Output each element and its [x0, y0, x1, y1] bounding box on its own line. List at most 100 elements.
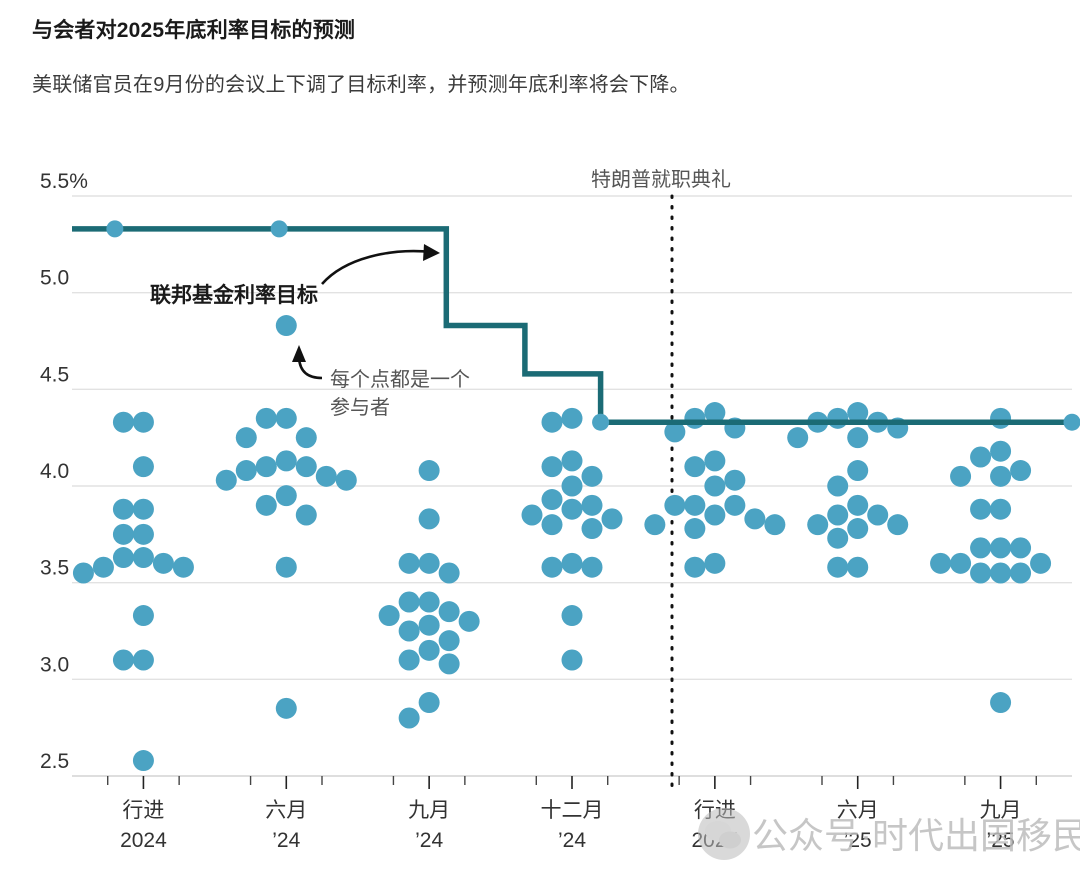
step-annotation-arrowhead — [423, 244, 440, 261]
y-axis-tick-label: 5.0 — [40, 267, 69, 290]
y-axis-tick-label: 3.0 — [40, 653, 69, 676]
participant-dot — [1030, 552, 1052, 574]
participant-dot — [561, 498, 583, 520]
participant-dot — [1010, 562, 1032, 584]
participant-dot — [684, 518, 706, 540]
wechat-icon-bubble-front — [719, 831, 741, 849]
participant-dot — [950, 465, 972, 487]
participant-dot — [255, 494, 277, 516]
participant-dot — [787, 427, 809, 449]
participant-dot — [847, 460, 869, 482]
participant-dot — [990, 407, 1012, 429]
participant-dot — [418, 639, 440, 661]
participant-dot — [398, 649, 420, 671]
x-axis-tick-label: 九月 — [980, 799, 1022, 822]
participant-dot — [112, 411, 134, 433]
target-rate-marker — [1063, 413, 1080, 431]
participant-dot — [275, 450, 297, 472]
participant-dot — [378, 605, 400, 627]
dot-annotation-label-line1: 每个点都是一个 — [330, 368, 470, 391]
participant-dot — [172, 556, 194, 578]
participant-dot — [561, 649, 583, 671]
y-axis-tick-label: 2.5 — [40, 750, 69, 773]
participant-dot — [807, 514, 829, 536]
participant-dot — [704, 475, 726, 497]
dots-group — [72, 315, 1052, 772]
participant-dot — [704, 552, 726, 574]
participant-dot — [418, 614, 440, 636]
participant-dot — [438, 601, 460, 623]
participant-dot — [132, 750, 154, 772]
participant-dot — [827, 475, 849, 497]
participant-dot — [541, 489, 563, 511]
y-axis-tick-label: 4.5 — [40, 363, 69, 386]
y-axis-tick-label: 3.5 — [40, 557, 69, 580]
target-rate-marker — [270, 220, 288, 238]
participant-dot — [132, 411, 154, 433]
participant-dot — [764, 514, 786, 536]
participant-dot — [561, 552, 583, 574]
participant-dot — [418, 552, 440, 574]
participant-dot — [847, 494, 869, 516]
participant-dot — [827, 556, 849, 578]
watermark-label: 公众号·时代出国移民 — [752, 815, 1080, 856]
participant-dot — [275, 697, 297, 719]
x-axis-tick-label-year: 2024 — [120, 829, 167, 852]
participant-dot — [990, 562, 1012, 584]
participant-dot — [970, 498, 992, 520]
participant-dot — [335, 469, 357, 491]
x-axis-tick-label-year: ’24 — [415, 829, 443, 852]
participant-dot — [970, 446, 992, 468]
participant-dot — [1010, 460, 1032, 482]
x-axis-tick-label-year: ’24 — [272, 829, 300, 852]
chart-subtitle: 美联储官员在9月份的会议上下调了目标利率，并预测年底利率将会下降。 — [32, 74, 690, 96]
dot-annotation-arrowhead — [292, 345, 306, 362]
participant-dot — [684, 494, 706, 516]
participant-dot — [275, 485, 297, 507]
participant-dot — [235, 460, 257, 482]
participant-dot — [112, 649, 134, 671]
participant-dot — [827, 527, 849, 549]
y-tick-labels-group: 5.5% 5.0 4.5 4.0 3.5 3.0 2.5 — [40, 170, 88, 773]
event-label: 特朗普就职典礼 — [591, 168, 731, 191]
x-axis-tick-label: 九月 — [408, 799, 450, 822]
participant-dot — [724, 469, 746, 491]
y-axis-tick-label: 5.5% — [40, 170, 88, 193]
participant-dot — [581, 465, 603, 487]
participant-dot — [990, 692, 1012, 714]
participant-dot — [1010, 537, 1032, 559]
participant-dot — [827, 504, 849, 526]
participant-dot — [684, 456, 706, 478]
participant-dot — [581, 556, 603, 578]
participant-dot — [990, 465, 1012, 487]
participant-dot — [132, 498, 154, 520]
x-axis-tick-label-year: ’25 — [987, 829, 1015, 852]
step-annotation-arrow — [321, 249, 433, 285]
participant-dot — [521, 504, 543, 526]
participant-dot — [930, 552, 952, 574]
x-axis-tick-label: 六月 — [837, 799, 879, 822]
participant-dot — [744, 508, 766, 530]
participant-dot — [295, 427, 317, 449]
participant-dot — [418, 591, 440, 613]
participant-dot — [112, 498, 134, 520]
participant-dot — [847, 556, 869, 578]
participant-dot — [275, 315, 297, 337]
participant-dot — [724, 494, 746, 516]
participant-dot — [132, 456, 154, 478]
participant-dot — [561, 475, 583, 497]
participant-dot — [867, 504, 889, 526]
participant-dot — [561, 605, 583, 627]
participant-dot — [847, 518, 869, 540]
fed-funds-target-step-line — [72, 226, 1072, 425]
participant-dot — [132, 649, 154, 671]
participant-dot — [295, 456, 317, 478]
participant-dot — [438, 630, 460, 652]
participant-dot — [644, 514, 666, 536]
participant-dot — [438, 653, 460, 675]
participant-dot — [458, 610, 480, 632]
participant-dot — [275, 407, 297, 429]
